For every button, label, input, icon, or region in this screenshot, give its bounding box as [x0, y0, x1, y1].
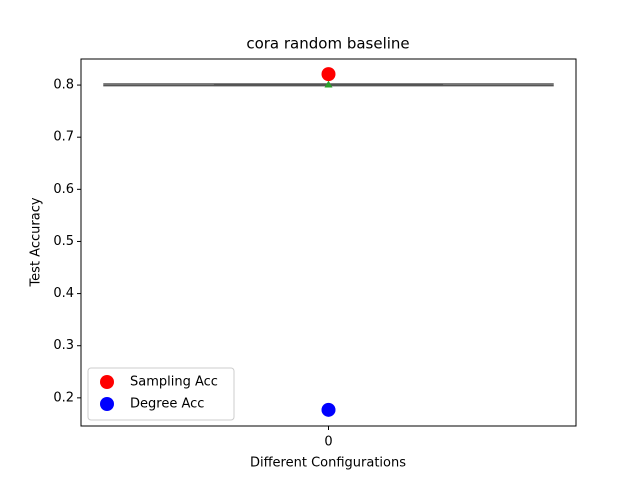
scatter-point — [321, 402, 336, 417]
y-tick-label: 0.7 — [53, 130, 74, 145]
axes-frame — [80, 58, 577, 427]
y-tick-label: 0.6 — [53, 182, 74, 197]
legend-marker — [100, 397, 114, 411]
chart-title: cora random baseline — [246, 35, 409, 53]
y-tick-label: 0.3 — [53, 338, 74, 353]
y-tick-label: 0.5 — [53, 234, 74, 249]
y-tick-label: 0.4 — [53, 286, 74, 301]
y-tick-label: 0.2 — [53, 390, 74, 405]
legend-label: Sampling Acc — [130, 375, 218, 390]
x-axis-label: Different Configurations — [250, 456, 406, 471]
legend-label: Degree Acc — [130, 397, 204, 412]
y-tick-label: 0.8 — [53, 78, 74, 93]
y-axis-label: Test Accuracy — [29, 197, 44, 287]
mean-marker — [324, 80, 333, 88]
legend-box — [87, 367, 235, 421]
scatter-point — [321, 67, 336, 82]
legend-marker — [100, 375, 114, 389]
x-tick-label: 0 — [324, 435, 332, 450]
